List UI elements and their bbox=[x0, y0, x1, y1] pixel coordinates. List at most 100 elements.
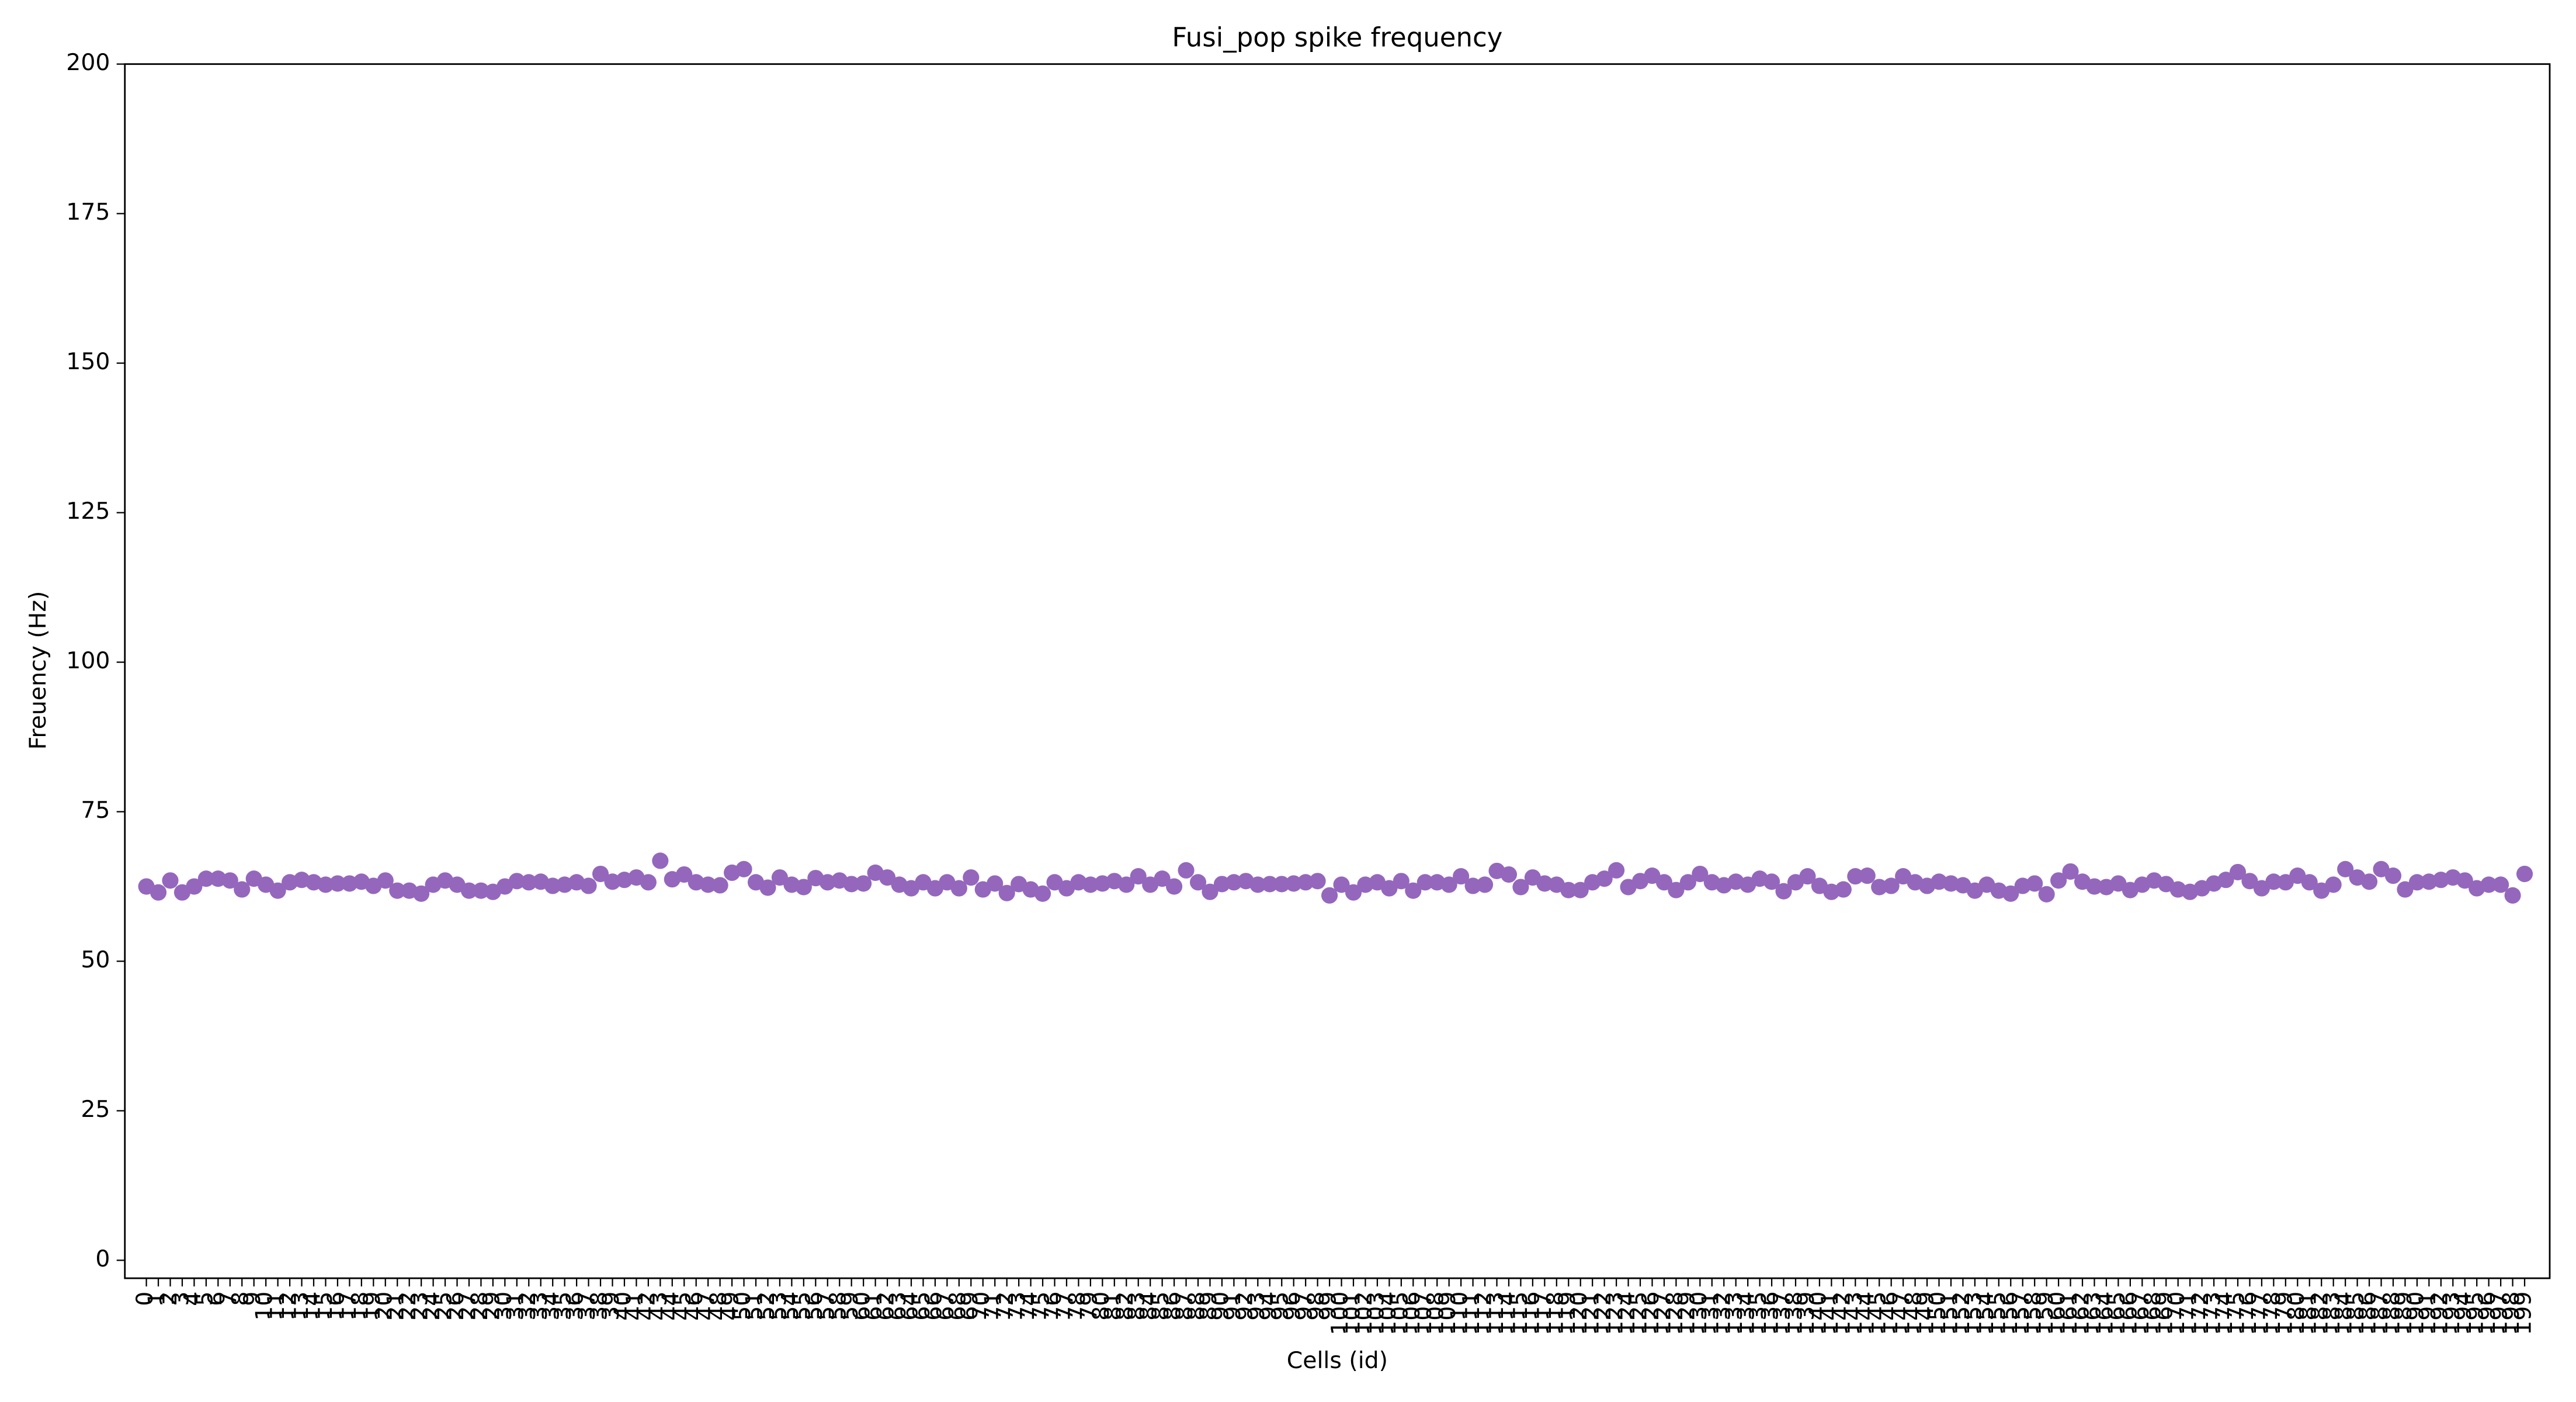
x-tick-label: 67 bbox=[932, 1292, 959, 1321]
x-tick-label: 155 bbox=[1984, 1292, 2011, 1335]
point bbox=[150, 884, 167, 901]
point bbox=[544, 877, 561, 894]
x-tick-label: 194 bbox=[2450, 1292, 2477, 1335]
point bbox=[580, 877, 597, 894]
x-tick-label: 43 bbox=[645, 1292, 672, 1321]
x-tick-label: 142 bbox=[1828, 1292, 1855, 1335]
x-tick-label: 122 bbox=[1589, 1292, 1616, 1335]
point bbox=[1381, 880, 1398, 897]
x-tick-label: 120 bbox=[1565, 1292, 1592, 1335]
point bbox=[1189, 874, 1207, 891]
x-tick-label: 110 bbox=[1446, 1292, 1473, 1335]
point bbox=[2229, 863, 2247, 880]
x-tick-label: 114 bbox=[1494, 1292, 1520, 1335]
x-tick-label: 109 bbox=[1434, 1292, 1461, 1335]
x-tick-label: 65 bbox=[908, 1292, 935, 1321]
point bbox=[2456, 872, 2473, 889]
x-tick-label: 80 bbox=[1088, 1292, 1115, 1321]
point bbox=[735, 860, 752, 877]
x-tick-label: 131 bbox=[1697, 1292, 1724, 1335]
x-tick-label: 117 bbox=[1530, 1292, 1557, 1335]
point bbox=[2050, 872, 2067, 889]
point bbox=[1130, 868, 1147, 885]
point bbox=[1512, 879, 1529, 896]
x-tick-label: 73 bbox=[1004, 1292, 1031, 1321]
point bbox=[1393, 873, 1409, 890]
point bbox=[1596, 870, 1613, 887]
point bbox=[1273, 876, 1290, 893]
x-tick-label: 47 bbox=[693, 1292, 720, 1321]
x-tick-label: 156 bbox=[1996, 1292, 2023, 1335]
x-tick-label: 35 bbox=[550, 1292, 577, 1321]
point bbox=[1692, 865, 1709, 883]
point bbox=[1154, 870, 1171, 887]
point bbox=[1536, 875, 1553, 892]
point bbox=[1118, 876, 1135, 893]
x-tick-label: 1 bbox=[144, 1292, 171, 1306]
x-tick-label: 61 bbox=[860, 1292, 887, 1321]
x-tick-label: 94 bbox=[1255, 1292, 1282, 1321]
x-tick-label: 105 bbox=[1386, 1292, 1413, 1335]
x-tick-label: 2 bbox=[155, 1292, 182, 1306]
x-tick-label: 112 bbox=[1470, 1292, 1497, 1335]
x-tick-label: 87 bbox=[1171, 1292, 1198, 1321]
point bbox=[2397, 881, 2414, 898]
x-tick-label: 162 bbox=[2068, 1292, 2095, 1335]
point bbox=[2373, 860, 2390, 877]
point bbox=[1799, 868, 1816, 885]
x-tick-label: 159 bbox=[2032, 1292, 2058, 1335]
x-tick-label: 11 bbox=[263, 1292, 290, 1321]
x-tick-label: 107 bbox=[1410, 1292, 1437, 1335]
x-tick-label: 13 bbox=[287, 1292, 314, 1321]
point bbox=[640, 874, 657, 891]
point bbox=[1297, 874, 1314, 891]
x-tick-label: 27 bbox=[454, 1292, 481, 1321]
point bbox=[520, 874, 537, 891]
x-tick-label: 181 bbox=[2294, 1292, 2321, 1335]
x-tick-label: 133 bbox=[1721, 1292, 1748, 1335]
x-tick-label: 18 bbox=[346, 1292, 373, 1321]
x-tick-label: 104 bbox=[1374, 1292, 1401, 1335]
point bbox=[998, 884, 1015, 901]
point bbox=[2325, 876, 2342, 893]
point bbox=[2384, 867, 2402, 884]
x-tick-label: 44 bbox=[657, 1292, 684, 1321]
point bbox=[2253, 880, 2270, 897]
point bbox=[700, 876, 717, 893]
x-tick-label: 175 bbox=[2223, 1292, 2250, 1335]
y-tick-label: 75 bbox=[81, 797, 110, 824]
y-tick-label: 0 bbox=[95, 1245, 110, 1272]
x-tick-label: 99 bbox=[1315, 1292, 1342, 1321]
x-tick-label: 167 bbox=[2127, 1292, 2154, 1335]
x-tick-label: 101 bbox=[1338, 1292, 1365, 1335]
x-tick-label: 29 bbox=[478, 1292, 505, 1321]
x-tick-label: 6 bbox=[203, 1292, 230, 1306]
x-tick-label: 138 bbox=[1781, 1292, 1808, 1335]
x-tick-label: 197 bbox=[2486, 1292, 2513, 1335]
point bbox=[652, 852, 669, 869]
x-tick-label: 130 bbox=[1685, 1292, 1712, 1335]
point bbox=[269, 882, 286, 899]
x-tick-label: 195 bbox=[2462, 1292, 2489, 1335]
x-tick-label: 185 bbox=[2342, 1292, 2369, 1335]
x-tick-label: 52 bbox=[753, 1292, 780, 1321]
y-tick-label: 175 bbox=[66, 199, 110, 225]
x-tick-label: 149 bbox=[1912, 1292, 1939, 1335]
point bbox=[1835, 881, 1852, 898]
x-tick-label: 79 bbox=[1075, 1292, 1102, 1321]
point bbox=[2492, 876, 2509, 893]
point bbox=[843, 876, 860, 893]
x-tick-label: 83 bbox=[1123, 1292, 1150, 1321]
x-tick-label: 118 bbox=[1542, 1292, 1568, 1335]
x-tick-label: 193 bbox=[2438, 1292, 2465, 1335]
point bbox=[1345, 884, 1362, 901]
point bbox=[197, 870, 214, 887]
point bbox=[795, 879, 812, 896]
point bbox=[1668, 882, 1685, 898]
x-tick-label: 164 bbox=[2091, 1292, 2118, 1335]
x-tick-label: 187 bbox=[2366, 1292, 2393, 1335]
x-tick-label: 17 bbox=[335, 1292, 362, 1321]
x-tick-label: 12 bbox=[275, 1292, 302, 1321]
point bbox=[1572, 882, 1589, 898]
